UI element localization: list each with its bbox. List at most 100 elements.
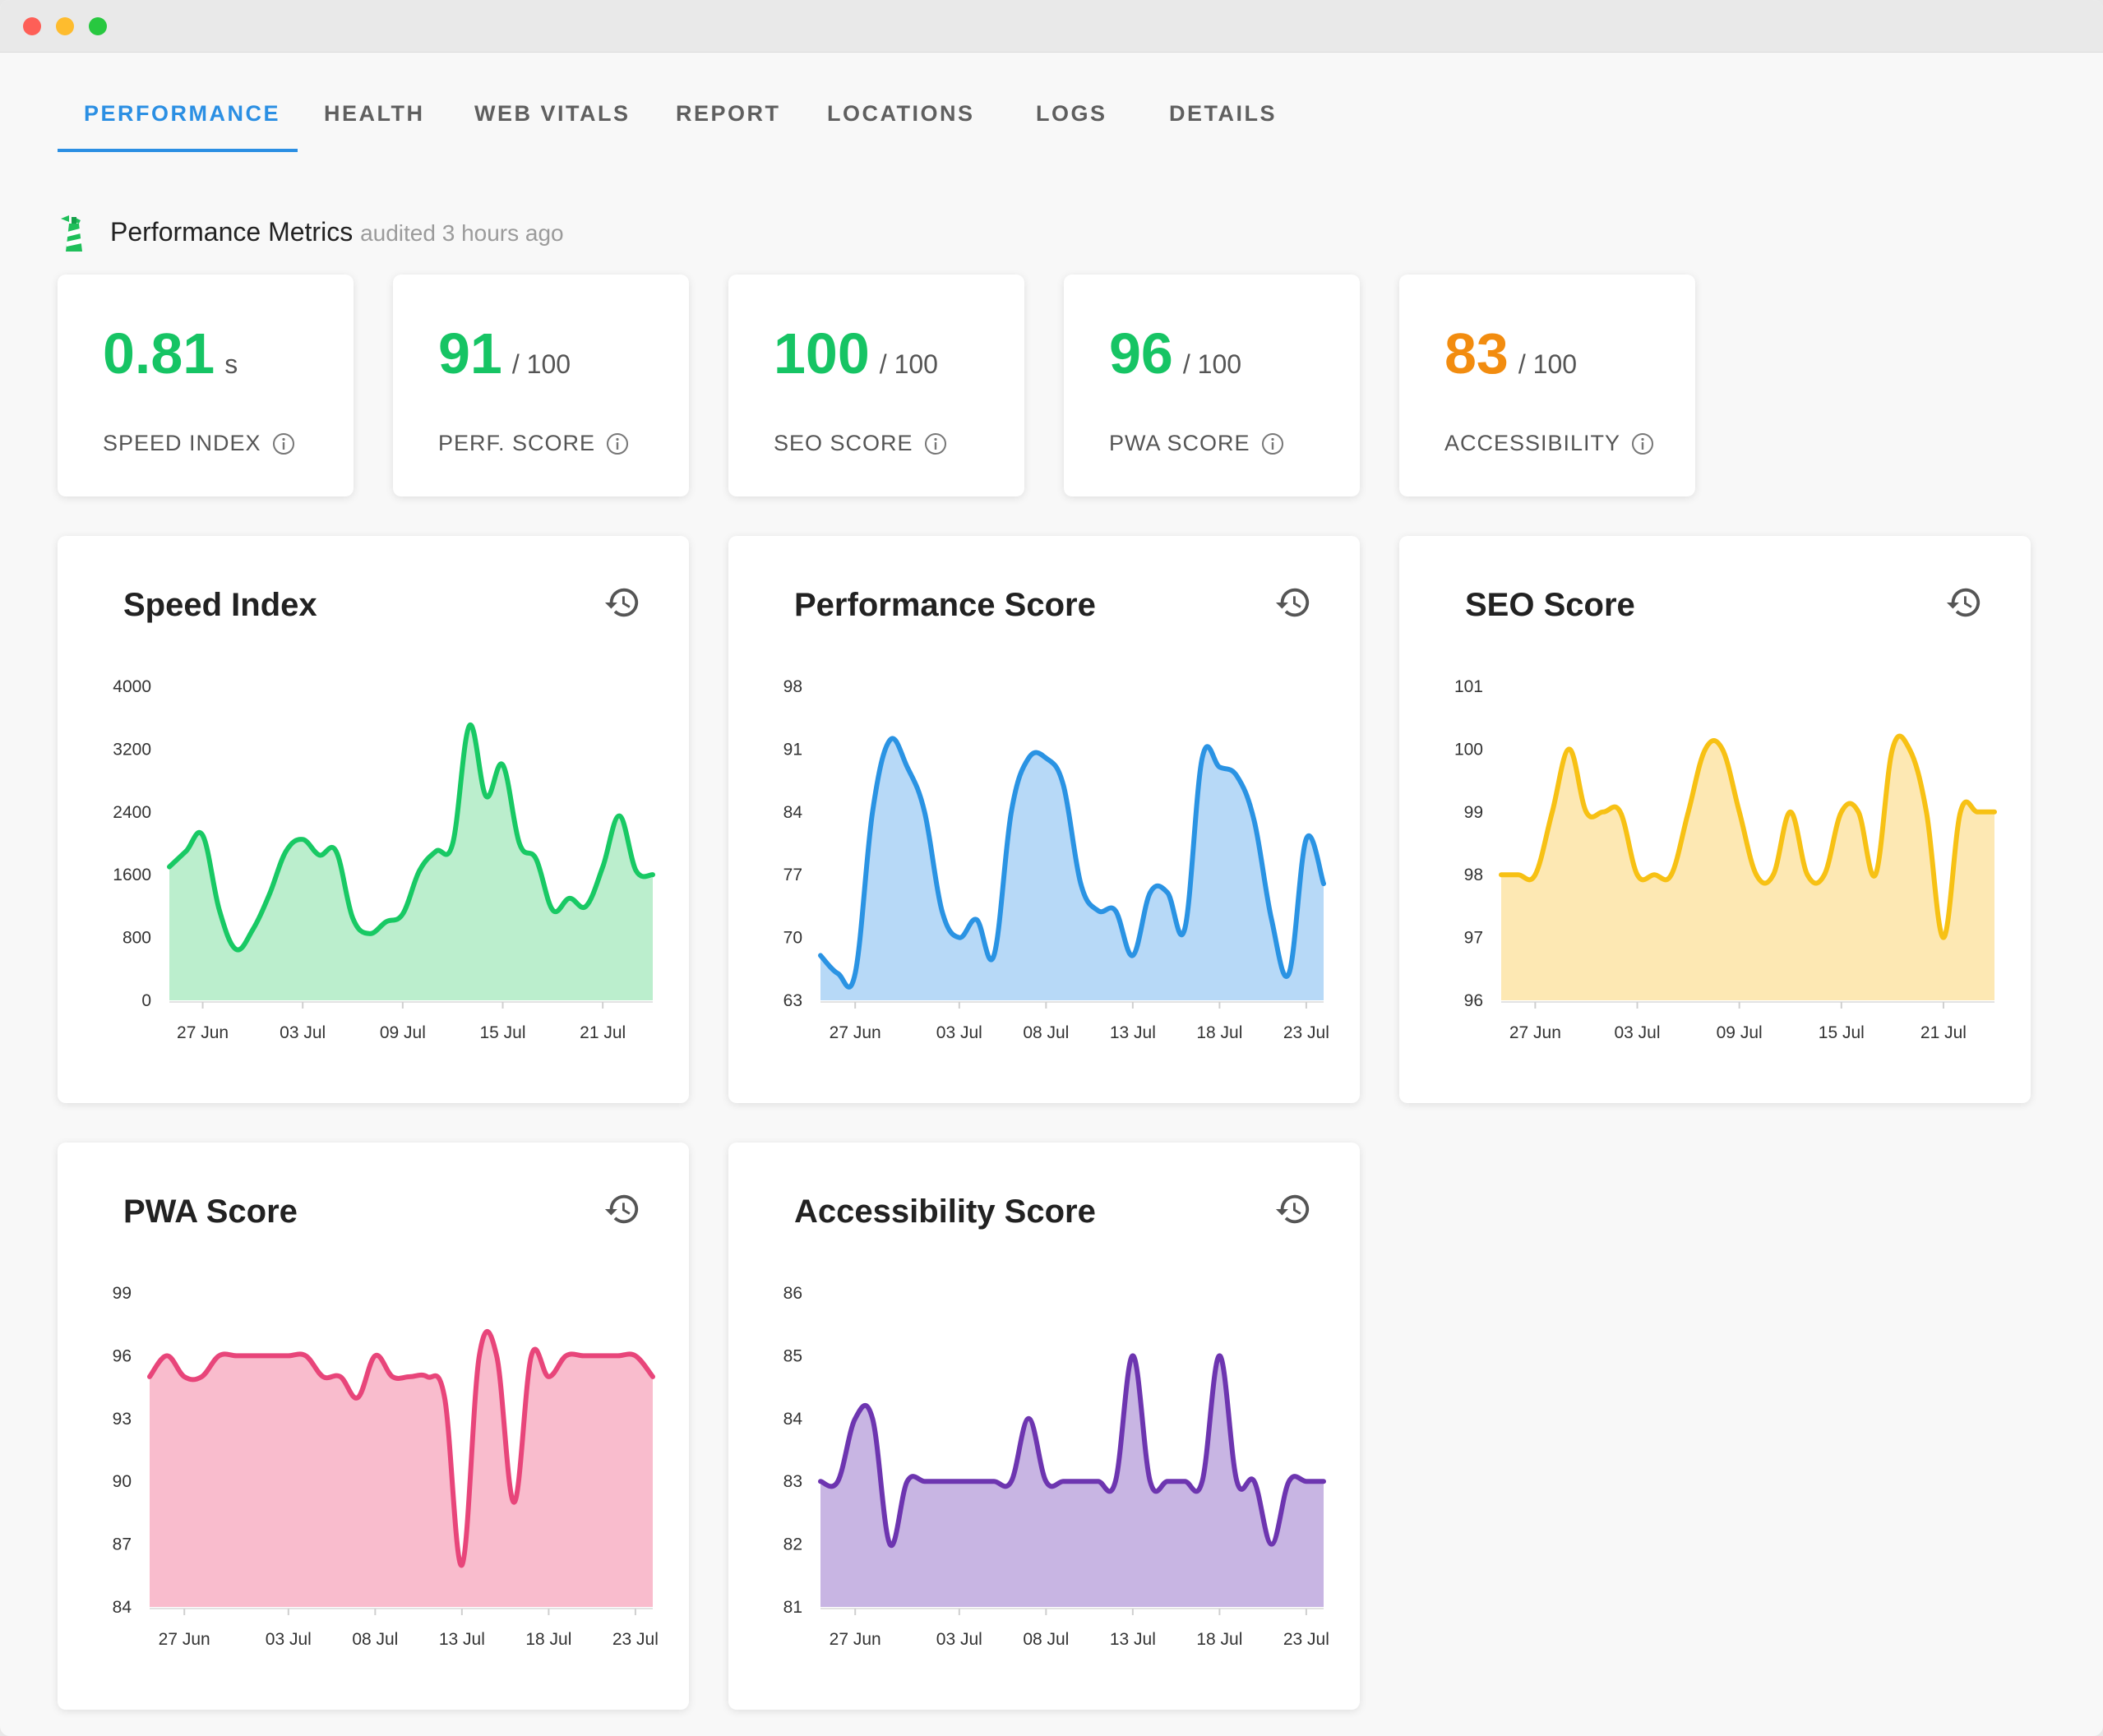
data-point-08-jul[interactable] [1717, 744, 1727, 754]
data-point-17-jul[interactable] [531, 854, 541, 864]
data-point-05-jul[interactable] [331, 847, 341, 856]
data-point-18-jul[interactable] [1214, 1350, 1224, 1360]
data-point-22-jul[interactable] [614, 811, 624, 821]
data-point-26-jun[interactable] [833, 1476, 843, 1486]
data-point-14-jul[interactable] [481, 792, 491, 801]
data-point-06-jul[interactable] [348, 913, 358, 923]
data-point-07-jul[interactable] [364, 929, 374, 939]
data-point-28-jun[interactable] [867, 1414, 877, 1424]
data-point-06-jul[interactable] [1684, 807, 1694, 817]
tab-logs[interactable]: LOGS [1036, 101, 1107, 126]
data-point-07-jul[interactable] [353, 1392, 363, 1402]
history-icon[interactable] [603, 1190, 641, 1228]
data-point-09-jul[interactable] [1058, 1476, 1068, 1486]
data-point-30-jun[interactable] [903, 1476, 913, 1486]
data-point-29-jun[interactable] [1565, 744, 1574, 754]
data-point-17-jul[interactable] [1197, 1476, 1207, 1486]
data-point-27-jun[interactable] [850, 1414, 860, 1424]
data-point-07-jul[interactable] [1700, 744, 1710, 754]
data-point-28-jun[interactable] [215, 905, 224, 915]
data-point-09-jul[interactable] [398, 909, 408, 919]
data-point-14-jul[interactable] [474, 1350, 484, 1360]
data-point-18-jul[interactable] [543, 1372, 553, 1382]
data-point-12-jul[interactable] [1786, 807, 1796, 817]
data-point-03-jul[interactable] [284, 1350, 293, 1360]
data-point-29-jun[interactable] [885, 736, 894, 746]
data-point-04-jul[interactable] [972, 1476, 982, 1486]
data-point-04-jul[interactable] [315, 850, 325, 860]
data-point-03-jul[interactable] [298, 834, 307, 844]
data-point-21-jul[interactable] [1267, 1540, 1277, 1549]
tab-report[interactable]: REPORT [676, 101, 781, 126]
history-icon[interactable] [1274, 1190, 1312, 1228]
tab-performance[interactable]: PERFORMANCE [84, 101, 281, 126]
data-point-12-jul[interactable] [440, 1392, 450, 1402]
data-point-11-jul[interactable] [1768, 870, 1778, 880]
data-point-11-jul[interactable] [431, 847, 441, 856]
data-point-13-jul[interactable] [1128, 1350, 1138, 1360]
tab-web-vitals[interactable]: WEB VITALS [474, 101, 631, 126]
data-point-04-jul[interactable] [301, 1350, 311, 1360]
tab-health[interactable]: HEALTH [324, 101, 425, 126]
data-point-19-jul[interactable] [562, 1350, 571, 1360]
data-point-24-jul[interactable] [1319, 879, 1329, 889]
data-point-18-jul[interactable] [1888, 744, 1897, 754]
info-icon[interactable] [923, 432, 948, 456]
close-window-button[interactable] [23, 17, 41, 35]
data-point-15-jul[interactable] [492, 1350, 501, 1360]
data-point-09-jul[interactable] [1735, 807, 1745, 817]
history-icon[interactable] [1274, 584, 1312, 621]
data-point-15-jul[interactable] [1162, 1476, 1172, 1486]
data-point-20-jul[interactable] [1250, 1476, 1259, 1486]
data-point-05-jul[interactable] [989, 950, 999, 960]
data-point-08-jul[interactable] [381, 917, 391, 927]
history-icon[interactable] [603, 584, 641, 621]
data-point-04-jul[interactable] [972, 915, 982, 925]
data-point-05-jul[interactable] [989, 1476, 999, 1486]
info-icon[interactable] [271, 432, 296, 456]
data-point-25-jun[interactable] [816, 950, 825, 960]
data-point-11-jul[interactable] [423, 1372, 432, 1382]
history-icon[interactable] [1945, 584, 1983, 621]
data-point-26-jun[interactable] [833, 968, 843, 978]
data-point-25-jun[interactable] [164, 862, 174, 872]
data-point-06-jul[interactable] [1006, 1476, 1016, 1486]
data-point-12-jul[interactable] [1111, 906, 1121, 916]
data-point-19-jul[interactable] [1232, 771, 1242, 781]
data-point-19-jul[interactable] [1905, 744, 1915, 754]
data-point-03-jul[interactable] [954, 1476, 964, 1486]
data-point-29-jun[interactable] [885, 1540, 894, 1549]
data-point-15-jul[interactable] [1837, 807, 1846, 817]
data-point-24-jul[interactable] [648, 1372, 658, 1382]
info-icon[interactable] [1260, 432, 1285, 456]
data-point-05-jul[interactable] [318, 1372, 328, 1382]
data-point-26-jun[interactable] [1514, 870, 1523, 880]
data-point-22-jul[interactable] [1956, 807, 1966, 817]
data-point-30-jun[interactable] [232, 1350, 242, 1360]
data-point-21-jul[interactable] [598, 862, 608, 872]
data-point-17-jul[interactable] [1197, 753, 1207, 763]
data-point-28-jun[interactable] [196, 1372, 206, 1382]
data-point-26-jun[interactable] [162, 1350, 172, 1360]
data-point-19-jul[interactable] [565, 893, 575, 903]
data-point-29-jun[interactable] [214, 1350, 224, 1360]
data-point-02-jul[interactable] [266, 1350, 276, 1360]
data-point-06-jul[interactable] [335, 1372, 345, 1382]
data-point-30-jun[interactable] [903, 762, 913, 772]
data-point-10-jul[interactable] [1076, 879, 1086, 889]
data-point-18-jul[interactable] [548, 905, 557, 915]
data-point-13-jul[interactable] [465, 721, 474, 731]
data-point-30-jun[interactable] [1581, 807, 1591, 817]
info-icon[interactable] [605, 432, 630, 456]
data-point-12-jul[interactable] [448, 838, 458, 848]
data-point-16-jul[interactable] [1180, 924, 1190, 934]
data-point-03-jul[interactable] [1633, 870, 1643, 880]
data-point-04-jul[interactable] [1649, 870, 1659, 880]
data-point-09-jul[interactable] [1058, 780, 1068, 790]
data-point-01-jul[interactable] [249, 1350, 259, 1360]
minimize-window-button[interactable] [56, 17, 74, 35]
data-point-20-jul[interactable] [581, 901, 591, 911]
data-point-15-jul[interactable] [498, 760, 508, 770]
data-point-08-jul[interactable] [370, 1350, 380, 1360]
data-point-12-jul[interactable] [1111, 1476, 1121, 1486]
